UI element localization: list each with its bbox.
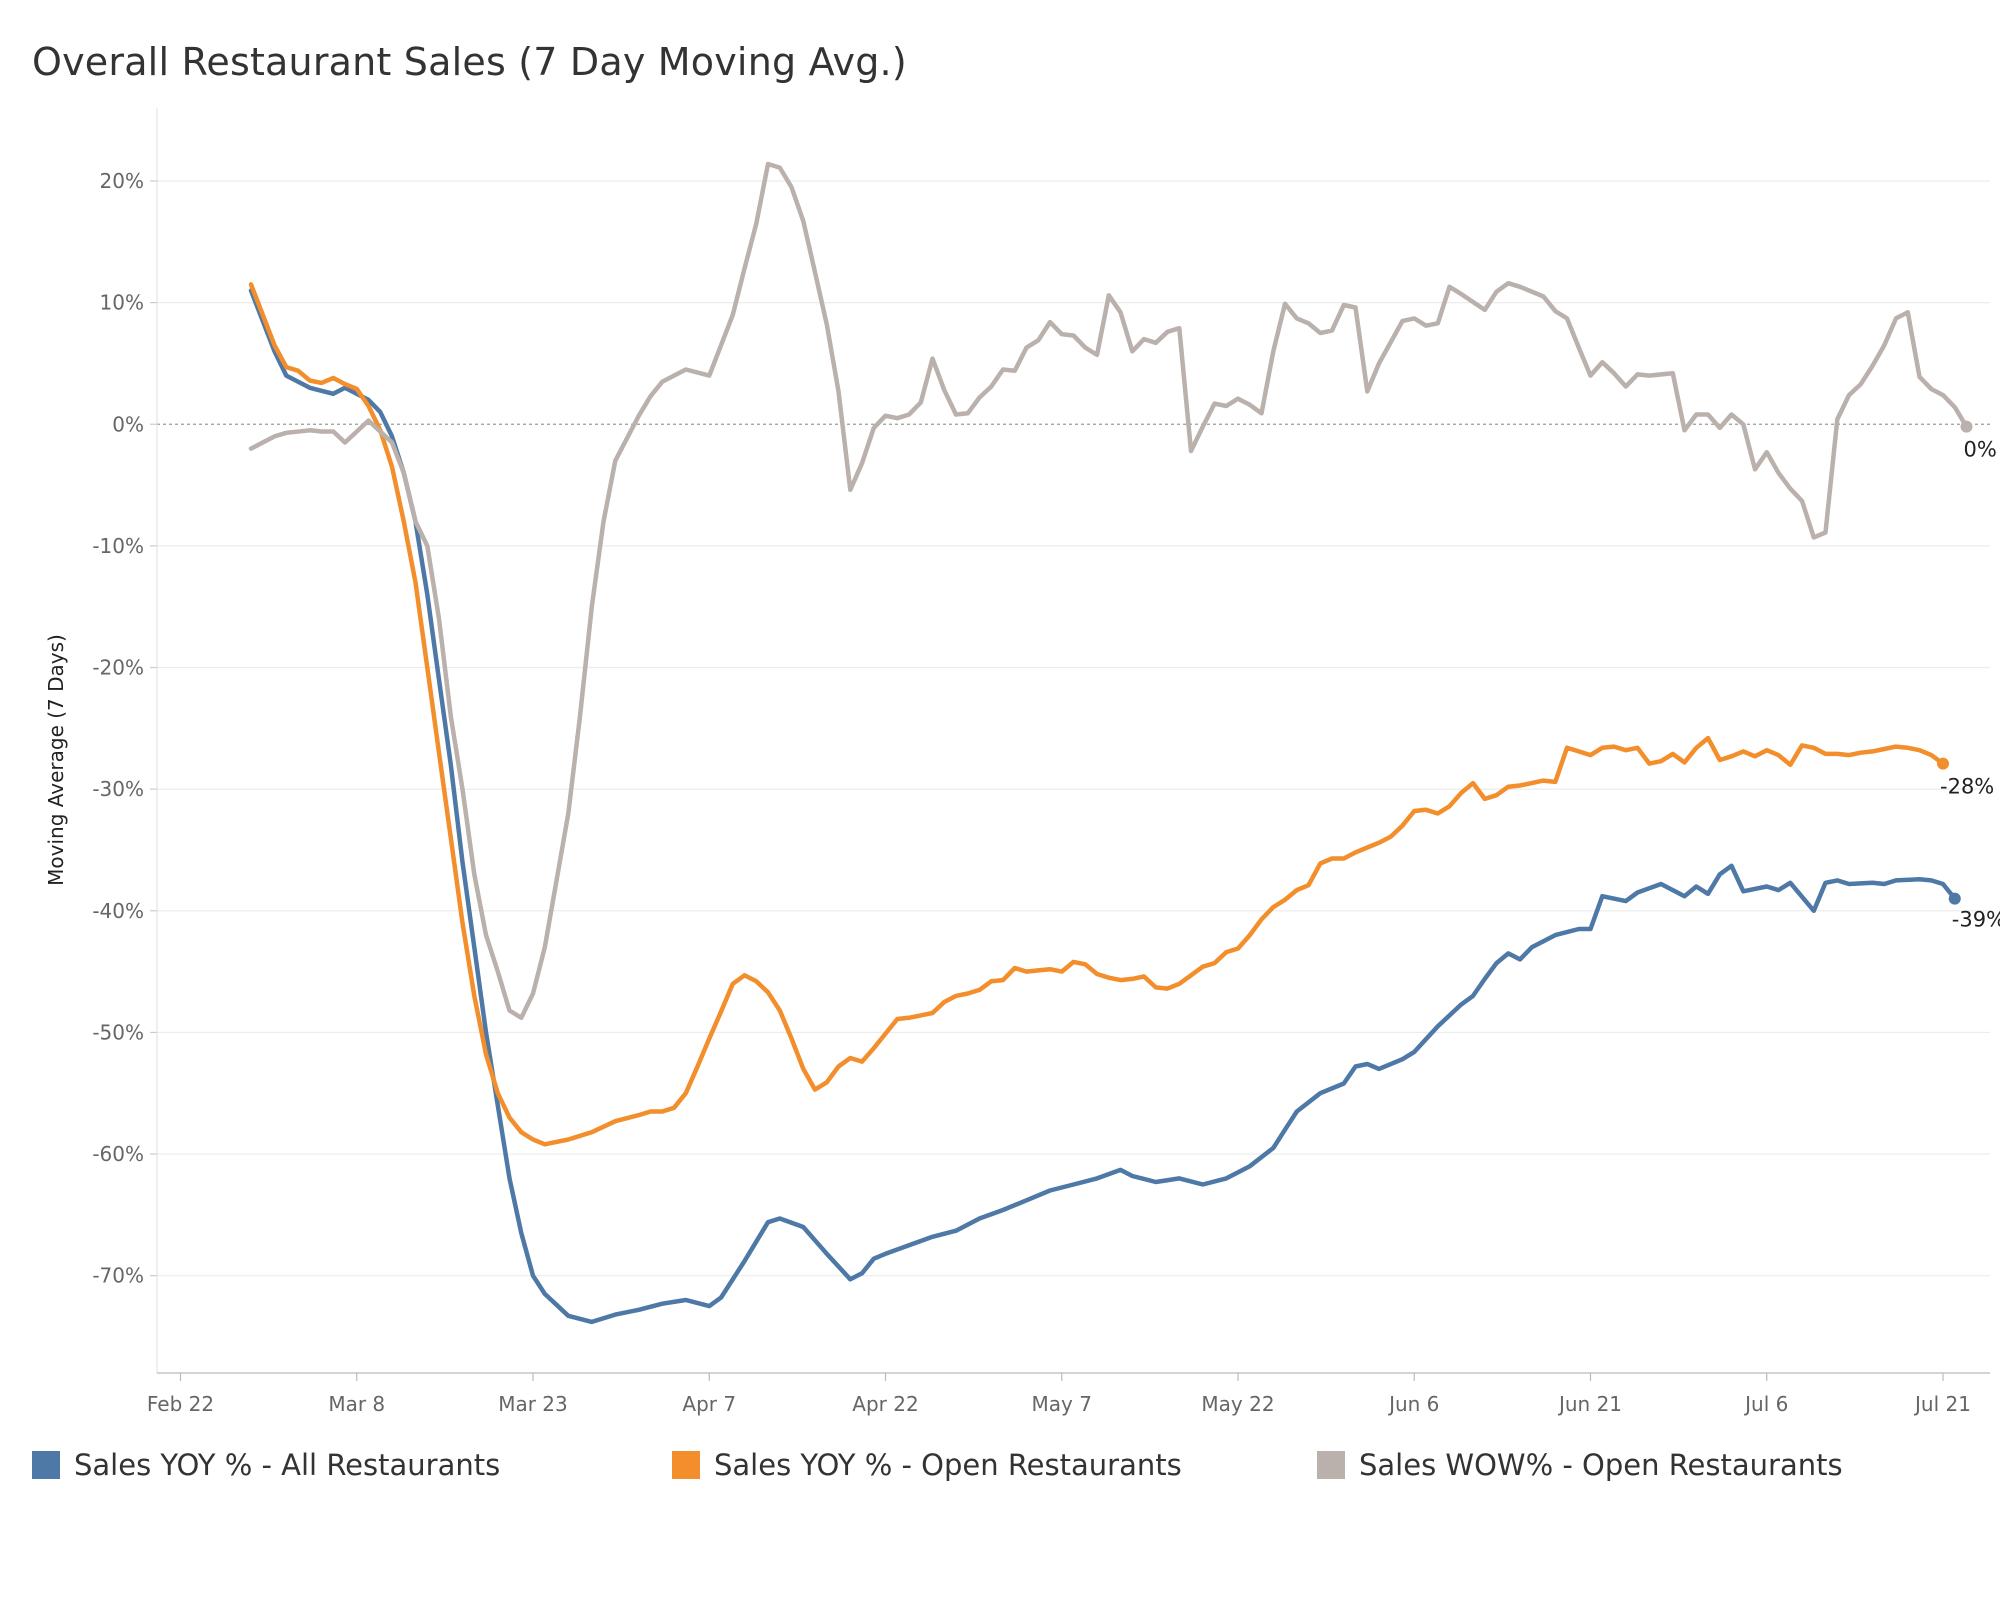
y-tick-label: -20% <box>92 656 144 680</box>
line-chart: 20% 10% 0% -10% -20% -30% -40% -50% -60% -70% Feb… <box>44 108 2000 1416</box>
x-tick-label: Jul 6 <box>1743 1392 1788 1416</box>
x-tick-label: May 7 <box>1032 1392 1092 1416</box>
legend-item[interactable]: Sales YOY % - All Restaurants <box>32 1448 500 1482</box>
y-tick-label: -40% <box>92 899 144 923</box>
y-tick-label: -50% <box>92 1020 144 1044</box>
x-tick-label: Jun 21 <box>1557 1392 1622 1416</box>
y-tick-label: -10% <box>92 534 144 558</box>
legend-swatch <box>672 1451 700 1479</box>
series-line-2 <box>248 282 1946 1147</box>
x-tick-label: Jun 6 <box>1387 1392 1439 1416</box>
series-end-label: 0% <box>1964 438 1997 462</box>
legend-label: Sales YOY % - Open Restaurants <box>714 1448 1182 1482</box>
y-axis-ticks: 20% 10% 0% -10% -20% -30% -40% -50% -60% -70% <box>92 169 157 1288</box>
series-end-marker <box>1937 757 1949 770</box>
chart-title: Overall Restaurant Sales (7 Day Moving A… <box>32 40 907 84</box>
legend-swatch <box>1317 1451 1345 1479</box>
x-tick-label: Apr 7 <box>682 1392 736 1416</box>
series-line-1 <box>248 288 1958 1325</box>
y-tick-label: 20% <box>100 169 144 193</box>
x-tick-label: Apr 22 <box>852 1392 918 1416</box>
legend-label: Sales WOW% - Open Restaurants <box>1359 1448 1843 1482</box>
legend: Sales YOY % - All Restaurants Sales YOY %… <box>32 1448 1992 1498</box>
series-lines <box>248 161 1973 1325</box>
x-tick-label: Mar 23 <box>498 1392 568 1416</box>
x-tick-label: Feb 22 <box>147 1392 214 1416</box>
y-tick-label: -30% <box>92 777 144 801</box>
gridlines <box>156 108 1990 1373</box>
x-tick-label: Mar 8 <box>328 1392 385 1416</box>
legend-label: Sales YOY % - All Restaurants <box>74 1448 501 1482</box>
x-tick-label: Jul 21 <box>1913 1392 1971 1416</box>
series-end-label: -39% <box>1952 908 2000 932</box>
y-axis-label: Moving Average (7 Days) <box>44 634 68 886</box>
legend-item[interactable]: Sales YOY % - Open Restaurants <box>672 1448 1182 1482</box>
y-tick-label: 0% <box>112 412 144 436</box>
series-line-3 <box>248 161 1969 1021</box>
end-labels: -39% -28% 0% <box>1940 438 2000 932</box>
legend-item[interactable]: Sales WOW% - Open Restaurants <box>1317 1448 1843 1482</box>
series-end-label: -28% <box>1940 775 1994 799</box>
y-tick-label: 10% <box>100 291 144 315</box>
series-end-marker <box>1960 420 1973 433</box>
y-tick-label: -60% <box>92 1142 144 1166</box>
legend-swatch <box>32 1451 60 1479</box>
x-axis: Feb 22 Mar 8 Mar 23 Apr 7 Apr 22 May 7 May 22 J… <box>147 1372 1990 1416</box>
x-tick-label: May 22 <box>1201 1392 1274 1416</box>
y-tick-label: -70% <box>92 1264 144 1288</box>
series-end-marker <box>1948 892 1961 905</box>
